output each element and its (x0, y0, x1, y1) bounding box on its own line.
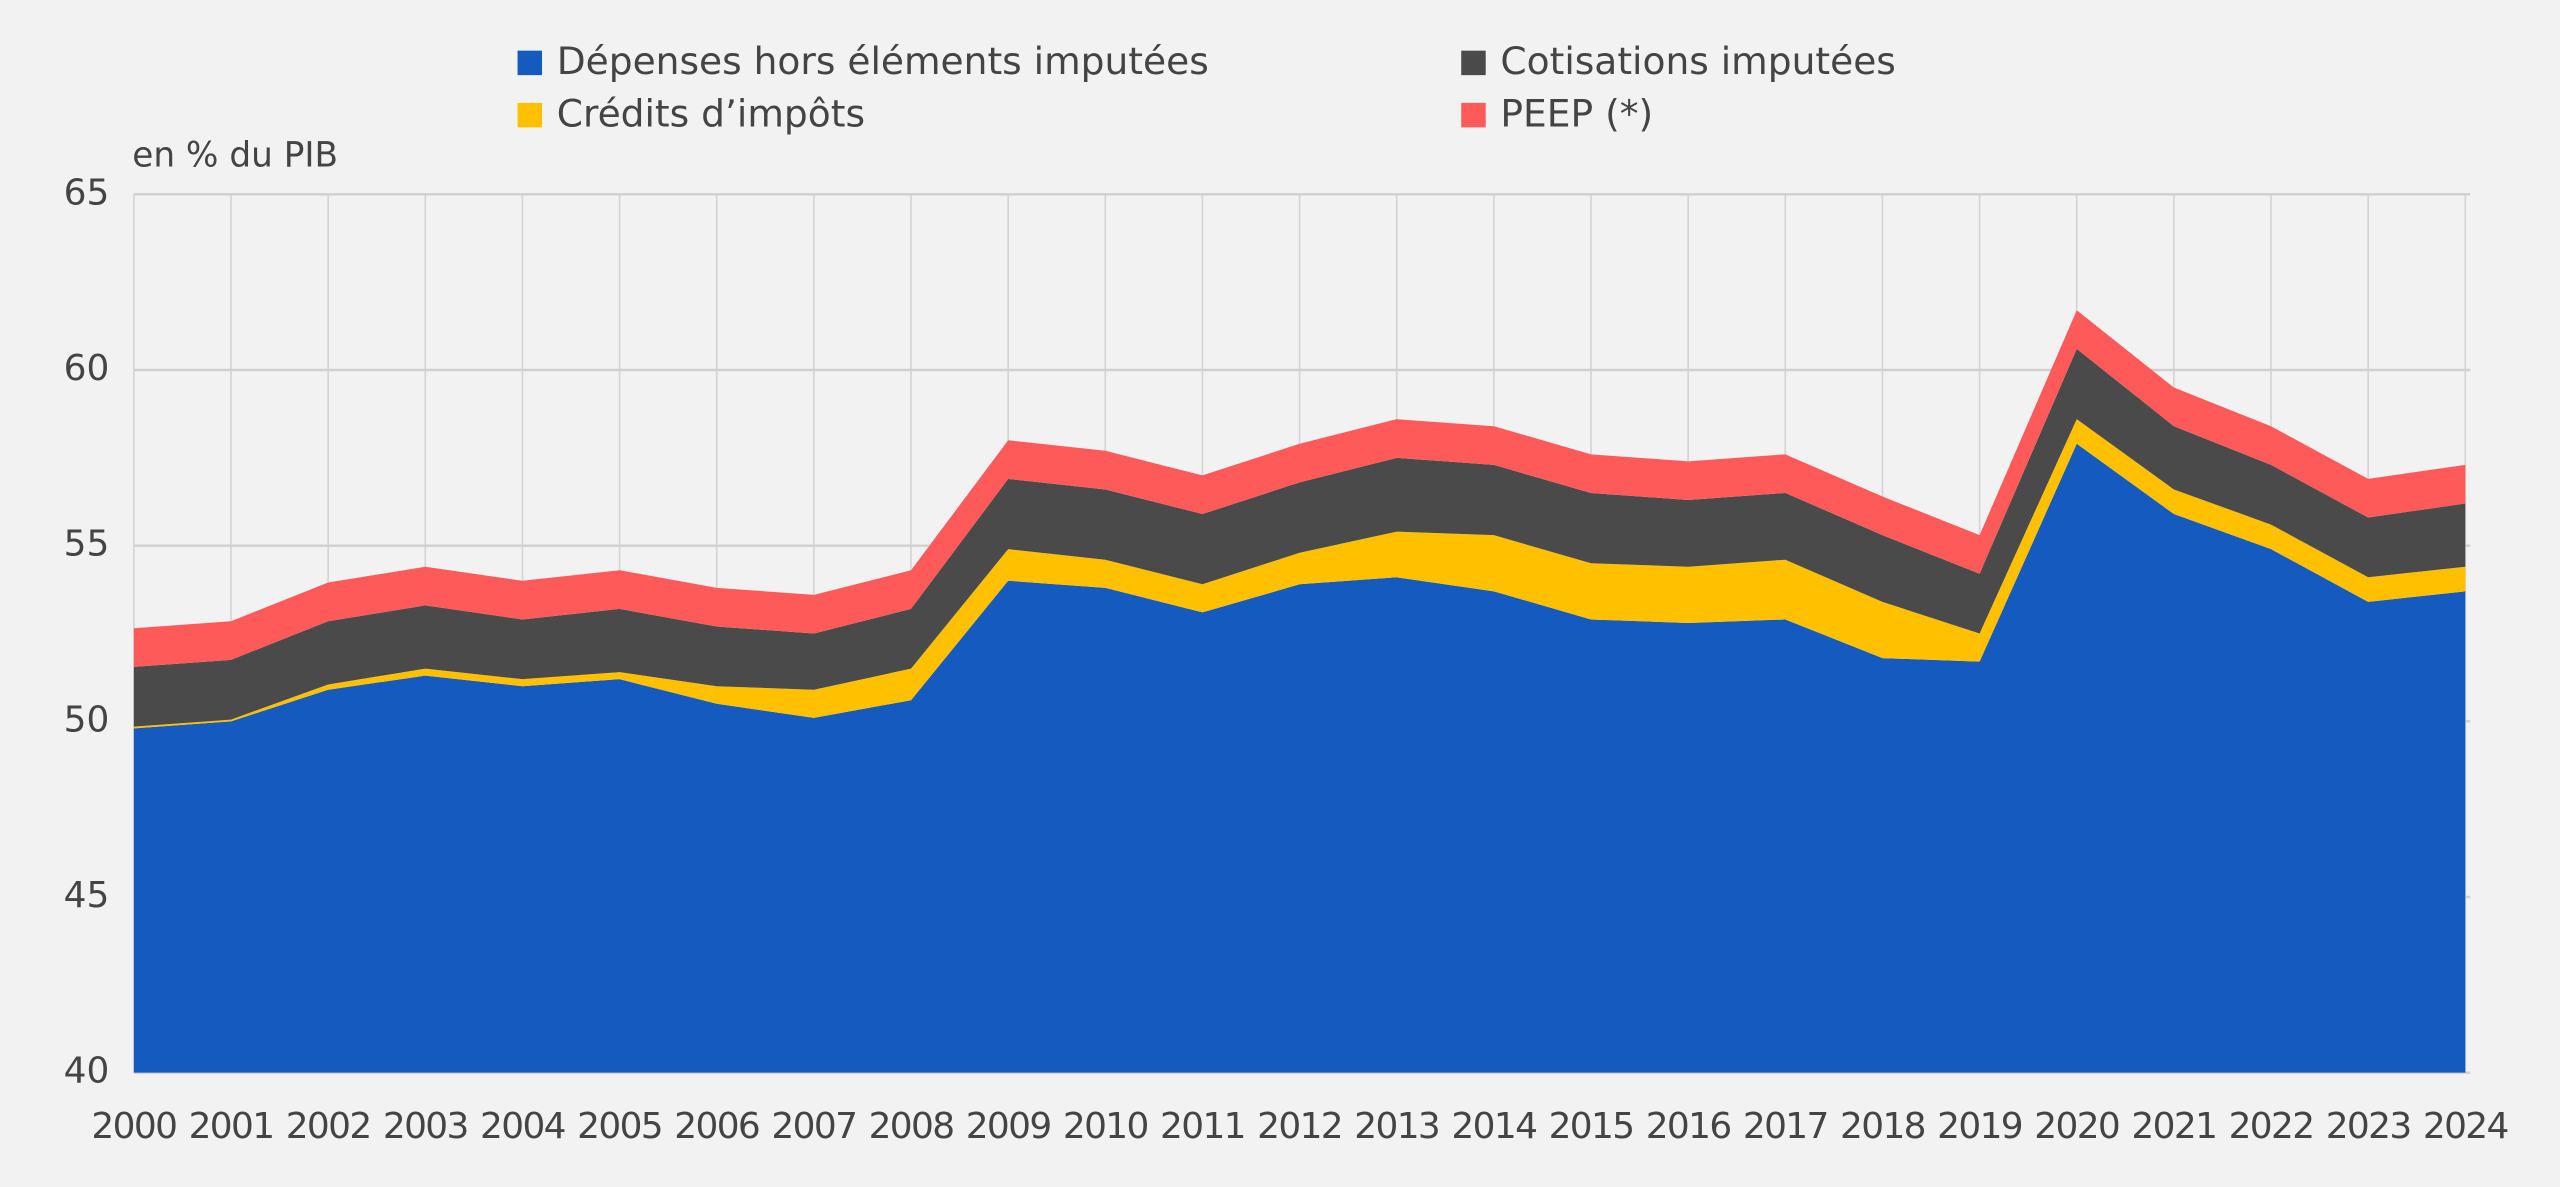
legend-label: PEEP (*) (1500, 91, 1653, 135)
x-tick-label: 2016 (1646, 1106, 1731, 1147)
legend-label: Crédits d’impôts (557, 91, 865, 135)
x-tick-label: 2002 (286, 1106, 371, 1147)
x-tick-label: 2023 (2326, 1106, 2411, 1147)
x-tick-label: 2017 (1743, 1106, 1828, 1147)
y-tick-label: 65 (64, 172, 110, 213)
x-tick-label: 2015 (1549, 1106, 1634, 1147)
legend-swatch (1461, 102, 1486, 128)
x-tick-label: 2010 (1063, 1106, 1148, 1147)
y-tick-label: 50 (64, 699, 110, 740)
area (133, 348, 2466, 727)
y-tick-label: 60 (64, 348, 110, 389)
x-tick-label: 2021 (2131, 1106, 2216, 1147)
x-tick-label: 2024 (2423, 1106, 2508, 1147)
x-tick-label: 2006 (674, 1106, 759, 1147)
area (133, 443, 2466, 1073)
x-tick-label: 2001 (189, 1106, 274, 1147)
y-tick-label: 55 (64, 524, 110, 565)
legend-swatch (517, 102, 543, 128)
x-tick-label: 2018 (1840, 1106, 1925, 1147)
x-tick-label: 2013 (1354, 1106, 1439, 1147)
legend-swatch (517, 50, 543, 76)
x-tick-label: 2014 (1451, 1106, 1536, 1147)
x-tick-label: 2011 (1160, 1106, 1245, 1147)
x-tick-label: 2012 (1257, 1106, 1342, 1147)
x-tick-label: 2004 (480, 1106, 565, 1147)
x-tick-label: 2007 (771, 1106, 856, 1147)
legend-swatch (1461, 50, 1486, 76)
legend-label: Cotisations imputées (1500, 39, 1895, 83)
x-tick-label: 2008 (869, 1106, 954, 1147)
x-tick-label: 2019 (1937, 1106, 2022, 1147)
y-tick-label: 45 (64, 875, 110, 916)
x-tick-label: 2003 (383, 1106, 468, 1147)
y-axis-label: en % du PIB (132, 135, 338, 175)
x-tick-label: 2009 (966, 1106, 1051, 1147)
x-tick-label: 2000 (91, 1106, 176, 1147)
x-tick-label: 2020 (2034, 1106, 2119, 1147)
x-tick-label: 2005 (577, 1106, 662, 1147)
area (133, 419, 2466, 729)
x-tick-label: 2022 (2229, 1106, 2314, 1147)
legend-label: Dépenses hors éléments imputées (557, 39, 1209, 83)
y-tick-label: 40 (64, 1051, 110, 1092)
